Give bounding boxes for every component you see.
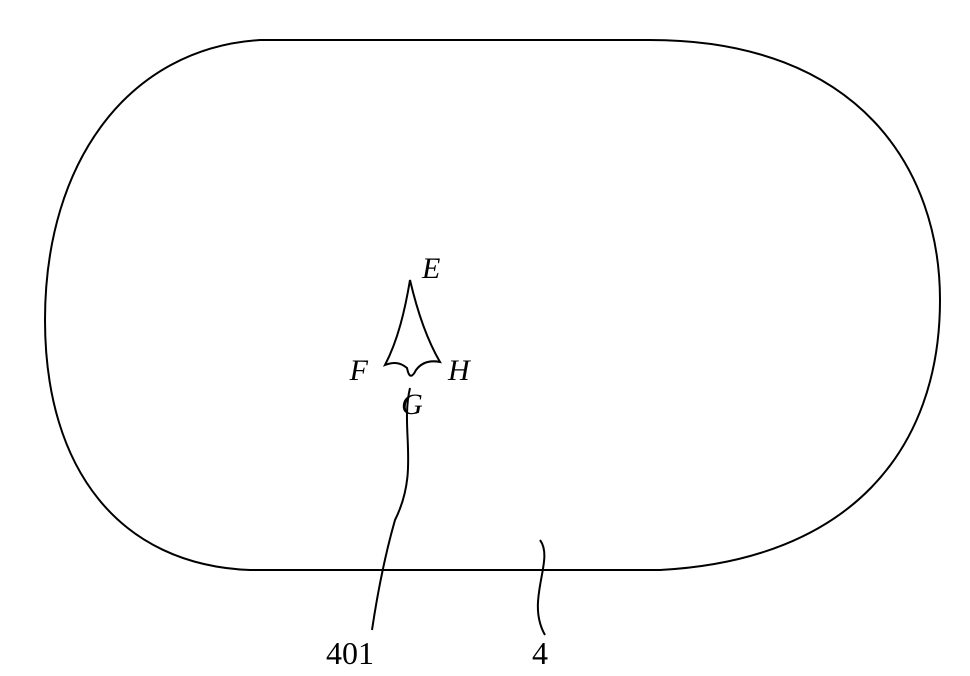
diagram-canvas: E F H G 401 4 — [0, 0, 970, 676]
leader-to-shape — [538, 540, 545, 635]
inner-slit — [385, 280, 440, 376]
label-E: E — [421, 252, 440, 285]
label-H: H — [447, 354, 472, 387]
leader-to-slit — [372, 388, 410, 630]
ref-4: 4 — [532, 635, 548, 671]
label-G: G — [401, 388, 423, 421]
outer-capsule — [45, 40, 940, 570]
label-F: F — [349, 354, 369, 387]
ref-401: 401 — [326, 635, 374, 671]
